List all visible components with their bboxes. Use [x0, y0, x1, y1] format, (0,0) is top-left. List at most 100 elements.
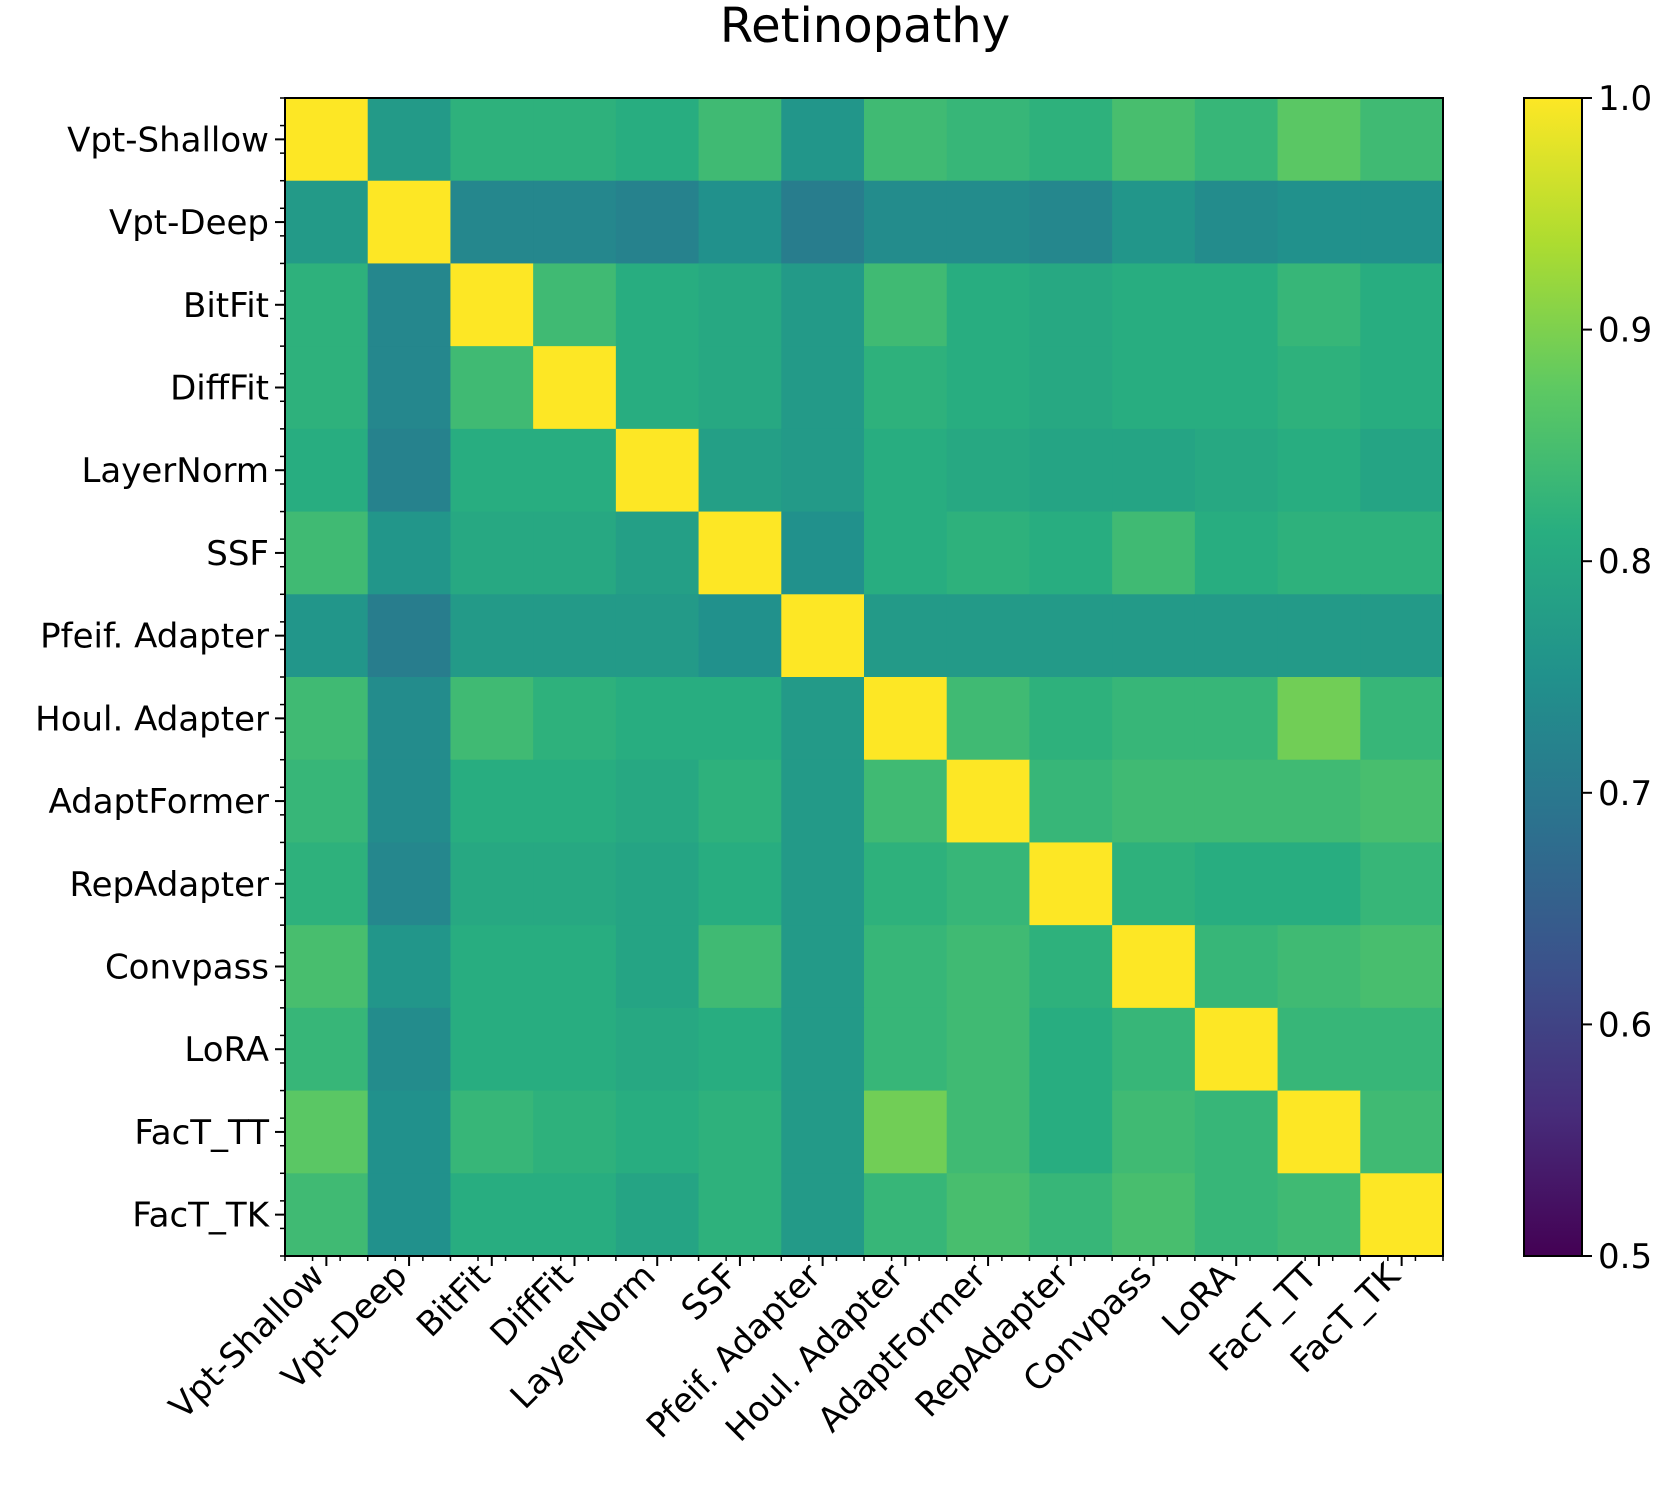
- heatmap-cell: [781, 428, 865, 513]
- heatmap-cell: [285, 98, 369, 182]
- heatmap-cell: [1194, 98, 1279, 182]
- heatmap-cell: [450, 1173, 534, 1257]
- colorbar-tick-label: 0.7: [1598, 774, 1652, 814]
- heatmap-cell: [1112, 263, 1196, 347]
- heatmap-cell: [1194, 180, 1279, 265]
- heatmap-cell: [864, 1007, 948, 1092]
- y-tick-label: RepAdapter: [70, 865, 270, 905]
- heatmap-cell: [1029, 428, 1113, 513]
- heatmap-cell: [698, 180, 782, 265]
- y-tick-label: FacT_TT: [134, 1113, 269, 1153]
- heatmap-cell: [1112, 1007, 1196, 1092]
- heatmap-cell: [367, 98, 452, 182]
- x-tick-label: BitFit: [409, 1256, 498, 1345]
- y-tick-label: FacT_TK: [132, 1196, 271, 1236]
- heatmap-cell: [864, 677, 948, 761]
- heatmap-cell: [533, 98, 617, 182]
- heatmap-cell: [1029, 925, 1113, 1009]
- heatmap-cell: [946, 925, 1031, 1009]
- heatmap-cell: [946, 842, 1031, 926]
- heatmap-cell: [946, 428, 1031, 513]
- colorbar-tick-label: 0.8: [1598, 542, 1652, 582]
- heatmap-cell: [367, 842, 452, 926]
- heatmap-cell: [1029, 98, 1113, 182]
- heatmap-cell: [1277, 925, 1361, 1009]
- heatmap-cell: [864, 925, 948, 1009]
- heatmap-cell: [1029, 263, 1113, 347]
- heatmap-cell: [533, 594, 617, 678]
- heatmap-cell: [1029, 180, 1113, 265]
- heatmap-cell: [1360, 511, 1444, 595]
- heatmap-cell: [1360, 1007, 1444, 1092]
- heatmap-cell: [285, 1173, 369, 1257]
- heatmap-cell: [946, 346, 1031, 430]
- colorbar-tick-label: 0.9: [1598, 311, 1652, 351]
- heatmap-cell: [1360, 98, 1444, 182]
- heatmap-cell: [285, 511, 369, 595]
- x-tick-label: SSF: [674, 1256, 747, 1329]
- heatmap-cell: [367, 263, 452, 347]
- heatmap-cell: [1277, 677, 1361, 761]
- heatmap-cell: [946, 511, 1031, 595]
- heatmap-cell: [1194, 511, 1279, 595]
- heatmap-cell: [450, 180, 534, 265]
- heatmap-cell: [615, 263, 700, 347]
- heatmap-cell: [698, 98, 782, 182]
- heatmap-cell: [1194, 677, 1279, 761]
- heatmap-cell: [615, 594, 700, 678]
- heatmap-cell: [864, 594, 948, 678]
- y-tick-label: DiffFit: [170, 369, 269, 409]
- heatmap-cell: [1112, 677, 1196, 761]
- heatmap-cell: [781, 98, 865, 182]
- heatmap-cell: [533, 1173, 617, 1257]
- heatmap-cell: [1029, 511, 1113, 595]
- heatmap-cell: [285, 677, 369, 761]
- heatmap-cell: [698, 759, 782, 844]
- heatmap-cell: [615, 1007, 700, 1092]
- heatmap-cell: [1277, 428, 1361, 513]
- heatmap-cell: [1360, 677, 1444, 761]
- heatmap-cell: [781, 346, 865, 430]
- heatmap-cell: [946, 1007, 1031, 1092]
- heatmap-cell: [1360, 1173, 1444, 1257]
- colorbar-tick-label: 1.0: [1598, 79, 1652, 119]
- colorbar-ticks: 0.5 0.6 0.7 0.8 0.9 1.0: [1582, 79, 1652, 1277]
- heatmap-cell: [781, 594, 865, 678]
- heatmap-cell: [285, 842, 369, 926]
- heatmap-cell: [450, 263, 534, 347]
- heatmap-cell: [1112, 1173, 1196, 1257]
- heatmap-cell: [1029, 842, 1113, 926]
- chart-title: Retinopathy: [720, 0, 1010, 54]
- heatmap-cell: [698, 1173, 782, 1257]
- heatmap-cell: [1194, 1090, 1279, 1174]
- heatmap-cell: [533, 842, 617, 926]
- heatmap-cell: [781, 511, 865, 595]
- heatmap-cell: [615, 1173, 700, 1257]
- heatmap-cells: [285, 98, 1444, 1257]
- heatmap-cell: [946, 180, 1031, 265]
- heatmap-cell: [1029, 1090, 1113, 1174]
- heatmap-cell: [781, 1007, 865, 1092]
- heatmap-cell: [1029, 1173, 1113, 1257]
- heatmap-cell: [1360, 346, 1444, 430]
- heatmap-cell: [1277, 594, 1361, 678]
- heatmap-cell: [1277, 180, 1361, 265]
- heatmap-cell: [946, 594, 1031, 678]
- heatmap-cell: [1277, 98, 1361, 182]
- heatmap-cell: [367, 759, 452, 844]
- heatmap-cell: [533, 925, 617, 1009]
- y-axis: Vpt-Shallow Vpt-Deep BitFit DiffFit LayerNor…: [35, 97, 285, 1257]
- heatmap-cell: [1277, 1007, 1361, 1092]
- heatmap-cell: [285, 346, 369, 430]
- heatmap-cell: [1277, 759, 1361, 844]
- heatmap-cell: [533, 263, 617, 347]
- heatmap-cell: [1194, 1007, 1279, 1092]
- heatmap-cell: [367, 180, 452, 265]
- heatmap-cell: [1360, 759, 1444, 844]
- y-tick-label: Vpt-Shallow: [67, 120, 269, 160]
- heatmap-cell: [946, 98, 1031, 182]
- heatmap-cell: [781, 263, 865, 347]
- heatmap-cell: [450, 677, 534, 761]
- heatmap-cell: [1277, 842, 1361, 926]
- heatmap-cell: [864, 842, 948, 926]
